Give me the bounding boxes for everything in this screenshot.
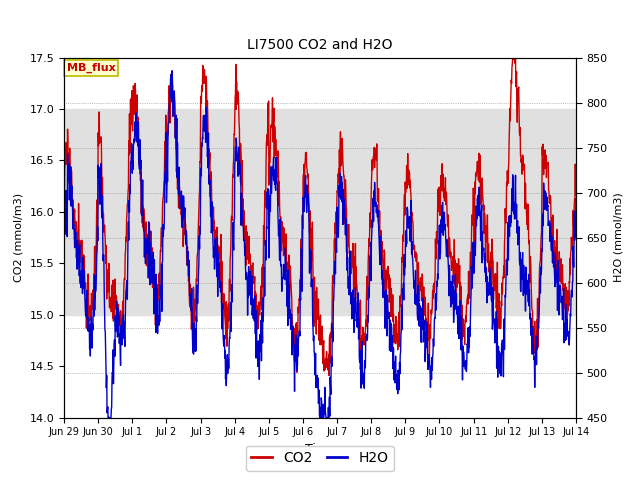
Y-axis label: H2O (mmol/m3): H2O (mmol/m3) <box>613 193 623 282</box>
Text: MB_flux: MB_flux <box>67 63 115 73</box>
Legend: CO2, H2O: CO2, H2O <box>246 445 394 471</box>
Title: LI7500 CO2 and H2O: LI7500 CO2 and H2O <box>247 38 393 52</box>
Y-axis label: CO2 (mmol/m3): CO2 (mmol/m3) <box>14 193 24 282</box>
Bar <box>64 109 576 315</box>
X-axis label: Time: Time <box>305 443 335 456</box>
